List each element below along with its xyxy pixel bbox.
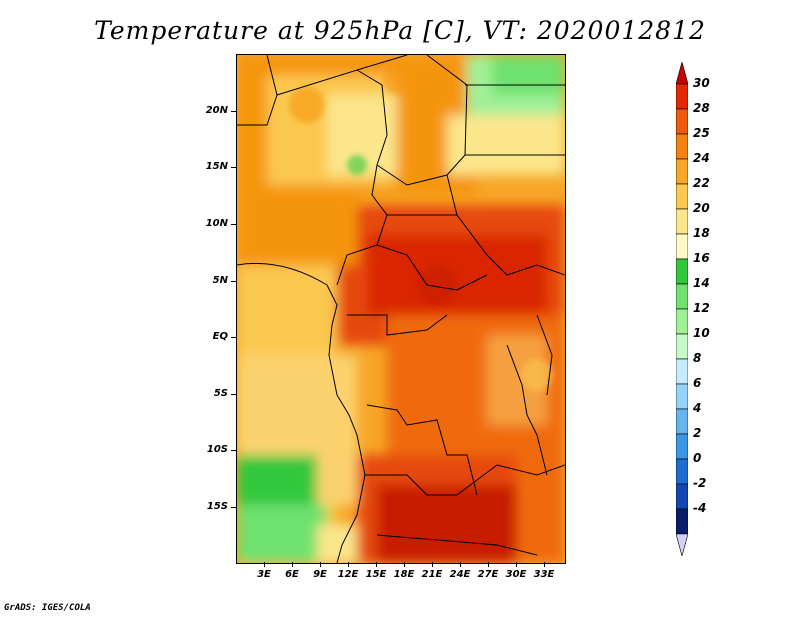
colorbar-label: 12 <box>693 301 710 315</box>
colorbar-top-triangle <box>676 62 688 85</box>
lon-tick <box>292 562 293 567</box>
lat-tick <box>231 224 236 225</box>
lon-tick <box>432 562 433 567</box>
colorbar-label: 25 <box>693 126 710 140</box>
lon-label-30e: 30E <box>505 569 527 580</box>
colorbar-label: 10 <box>693 326 710 340</box>
colorbar-label: 2 <box>693 426 702 440</box>
colorbar-segment <box>676 458 688 485</box>
colorbar-segment <box>676 133 688 160</box>
lat-label-eq: EQ <box>212 331 228 342</box>
lat-label-10s: 10S <box>206 444 228 455</box>
lat-tick <box>231 167 236 168</box>
temperature-field <box>237 55 565 563</box>
colorbar-segment <box>676 108 688 135</box>
lon-tick <box>320 562 321 567</box>
colorbar-label: 28 <box>693 101 710 115</box>
lat-tick <box>231 450 236 451</box>
lat-label-10n: 10N <box>205 218 228 229</box>
lat-tick <box>231 111 236 112</box>
colorbar-segment <box>676 483 688 510</box>
lon-tick <box>516 562 517 567</box>
temperature-map <box>236 54 566 564</box>
colorbar-segment <box>676 333 688 360</box>
lon-tick <box>544 562 545 567</box>
map-title: Temperature at 925hPa [C], VT: 202001281… <box>94 16 706 45</box>
colorbar-label: 6 <box>693 376 702 390</box>
lon-label-33e: 33E <box>533 569 555 580</box>
lat-label-15s: 15S <box>206 501 228 512</box>
colorbar-bottom-triangle <box>676 533 688 556</box>
colorbar-label: -2 <box>693 476 707 490</box>
colorbar-segment <box>676 383 688 410</box>
colorbar-label: 22 <box>693 176 710 190</box>
lat-tick <box>231 394 236 395</box>
colorbar-segment <box>676 158 688 185</box>
lat-label-5s: 5S <box>213 388 228 399</box>
colorbar-segment <box>676 283 688 310</box>
lat-label-20n: 20N <box>205 105 228 116</box>
colorbar-segment <box>676 183 688 210</box>
colorbar <box>676 62 688 556</box>
colorbar-segment <box>676 433 688 460</box>
lon-tick <box>348 562 349 567</box>
lat-tick <box>231 337 236 338</box>
lon-label-27e: 27E <box>477 569 499 580</box>
colorbar-label: 4 <box>693 401 702 415</box>
lon-label-9e: 9E <box>313 569 327 580</box>
colorbar-label: 20 <box>693 201 710 215</box>
colorbar-segment <box>676 208 688 235</box>
lat-tick <box>231 281 236 282</box>
colorbar-segment <box>676 408 688 435</box>
colorbar-segment <box>676 83 688 110</box>
lon-label-6e: 6E <box>285 569 299 580</box>
lon-tick <box>460 562 461 567</box>
lon-label-12e: 12E <box>337 569 359 580</box>
colorbar-label: 8 <box>693 351 702 365</box>
colorbar-segment <box>676 308 688 335</box>
colorbar-segment <box>676 233 688 260</box>
colorbar-label: 18 <box>693 226 710 240</box>
lon-label-24e: 24E <box>449 569 471 580</box>
lon-tick <box>376 562 377 567</box>
credit-label: GrADS: IGES/COLA <box>4 603 91 613</box>
lon-tick <box>404 562 405 567</box>
lat-label-5n: 5N <box>212 275 228 286</box>
lat-tick <box>231 507 236 508</box>
lat-label-15n: 15N <box>205 161 228 172</box>
colorbar-label: -4 <box>693 501 707 515</box>
lon-tick <box>264 562 265 567</box>
lon-tick <box>488 562 489 567</box>
colorbar-segment <box>676 258 688 285</box>
lon-label-21e: 21E <box>421 569 443 580</box>
colorbar-label: 0 <box>693 451 702 465</box>
lon-label-15e: 15E <box>365 569 387 580</box>
colorbar-label: 16 <box>693 251 710 265</box>
colorbar-segment <box>676 358 688 385</box>
colorbar-segment <box>676 508 688 535</box>
colorbar-label: 24 <box>693 151 710 165</box>
colorbar-label: 30 <box>693 76 710 90</box>
lon-label-18e: 18E <box>393 569 415 580</box>
lon-label-3e: 3E <box>257 569 271 580</box>
colorbar-label: 14 <box>693 276 710 290</box>
